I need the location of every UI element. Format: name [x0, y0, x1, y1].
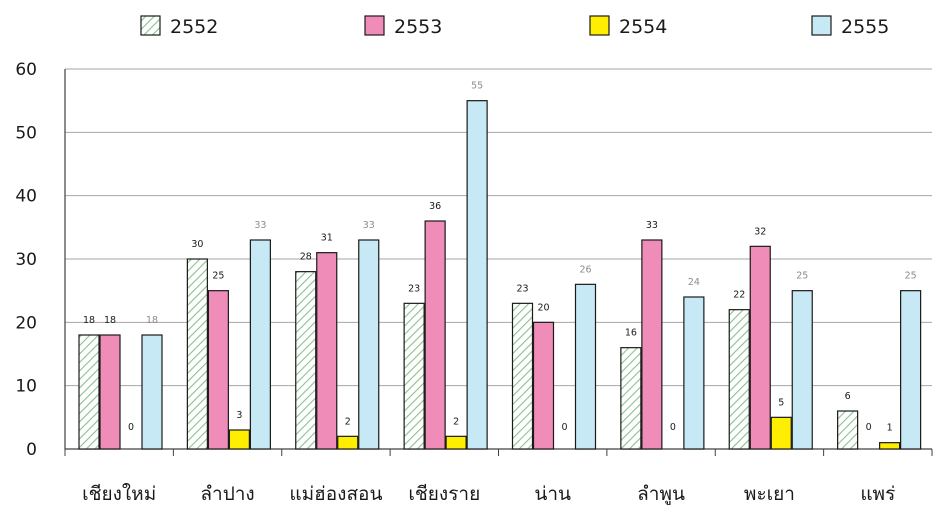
bar-2555-0 [141, 334, 163, 450]
data-label: 23 [408, 283, 420, 294]
data-label: 28 [300, 252, 312, 263]
x-tick-label: ลำพูน [637, 483, 685, 505]
bar-2555-6 [791, 290, 813, 450]
y-tick-label: 40 [15, 187, 37, 207]
x-tick-label: น่าน [534, 483, 571, 505]
bar-2552-5 [620, 347, 642, 450]
y-tick-label: 10 [15, 377, 37, 397]
data-label: 25 [212, 271, 224, 282]
legend: 2552 2553 2554 2555 [140, 15, 889, 38]
bar-2555-5 [683, 296, 705, 450]
data-label: 36 [429, 201, 441, 212]
legend-swatch [140, 15, 161, 36]
legend-swatch [589, 15, 610, 36]
bar-2552-2 [295, 271, 317, 450]
bar-2555-3 [466, 100, 488, 450]
bar-2553-2 [316, 252, 338, 450]
bar-2553-0 [99, 334, 121, 450]
bar-2555-2 [358, 239, 380, 450]
y-tick-label: 60 [15, 60, 37, 80]
data-label: 18 [104, 315, 116, 326]
data-label: 0 [128, 422, 134, 433]
bar-2554-3 [445, 435, 467, 450]
bar-2552-6 [728, 309, 750, 450]
data-label: 33 [363, 220, 375, 231]
y-tick-label: 50 [15, 123, 37, 143]
data-label: 33 [646, 220, 658, 231]
data-label: 3 [236, 410, 242, 421]
data-label: 25 [796, 271, 808, 282]
x-tick-label: แพร่ [860, 483, 895, 505]
x-tick-label: เชียงใหม่ [82, 483, 156, 505]
data-label: 32 [754, 226, 766, 237]
bar-2555-1 [249, 239, 271, 450]
bar-2552-0 [78, 334, 100, 450]
x-tick-label: แม่ฮ่องสอน [289, 483, 382, 505]
data-label: 0 [561, 422, 567, 433]
y-tick-label: 0 [26, 440, 37, 460]
bar-2555-7 [900, 290, 922, 450]
legend-label: 2554 [619, 16, 667, 38]
data-label: 25 [905, 271, 917, 282]
data-label: 2 [345, 416, 351, 427]
bar-2554-6 [770, 416, 792, 450]
bar-2552-7 [837, 410, 859, 450]
bar-2552-1 [186, 258, 208, 450]
legend-label: 2555 [841, 16, 889, 38]
bar-2553-5 [641, 239, 663, 450]
bar-2553-3 [424, 220, 446, 450]
data-label: 16 [625, 328, 637, 339]
bar-2553-6 [749, 245, 771, 450]
y-tick-label: 20 [15, 313, 37, 333]
bar-2555-4 [574, 283, 597, 450]
bar-2554-7 [879, 442, 901, 450]
y-tick-label: 30 [15, 250, 37, 270]
legend-label: 2552 [170, 16, 218, 38]
bar-2554-1 [228, 429, 250, 450]
bar-2553-4 [532, 321, 555, 450]
data-label: 1 [887, 423, 893, 434]
bars [78, 100, 922, 450]
data-label: 33 [254, 220, 266, 231]
data-label: 0 [670, 422, 676, 433]
legend-label: 2553 [394, 16, 442, 38]
data-label: 22 [733, 290, 745, 301]
data-label: 6 [845, 391, 851, 402]
data-label: 18 [83, 315, 95, 326]
data-label: 0 [866, 422, 872, 433]
data-label: 26 [579, 264, 591, 275]
x-tick-label: ลำปาง [200, 483, 254, 505]
bar-2552-3 [403, 302, 425, 450]
data-label: 18 [146, 315, 158, 326]
legend-swatch [364, 15, 385, 36]
data-label: 55 [471, 81, 483, 92]
data-label: 23 [516, 283, 528, 294]
legend-swatch [811, 15, 832, 36]
bar-2552-4 [511, 302, 534, 450]
data-label: 31 [321, 233, 333, 244]
data-label: 2 [453, 416, 459, 427]
bar-2554-2 [337, 435, 359, 450]
data-label: 30 [191, 239, 203, 250]
data-label: 20 [537, 302, 549, 313]
x-tick-label: เชียงราย [408, 483, 480, 505]
bar-2553-1 [207, 290, 229, 450]
x-tick-label: พะเยา [744, 483, 795, 505]
data-label: 5 [778, 397, 784, 408]
data-label: 24 [688, 277, 700, 288]
